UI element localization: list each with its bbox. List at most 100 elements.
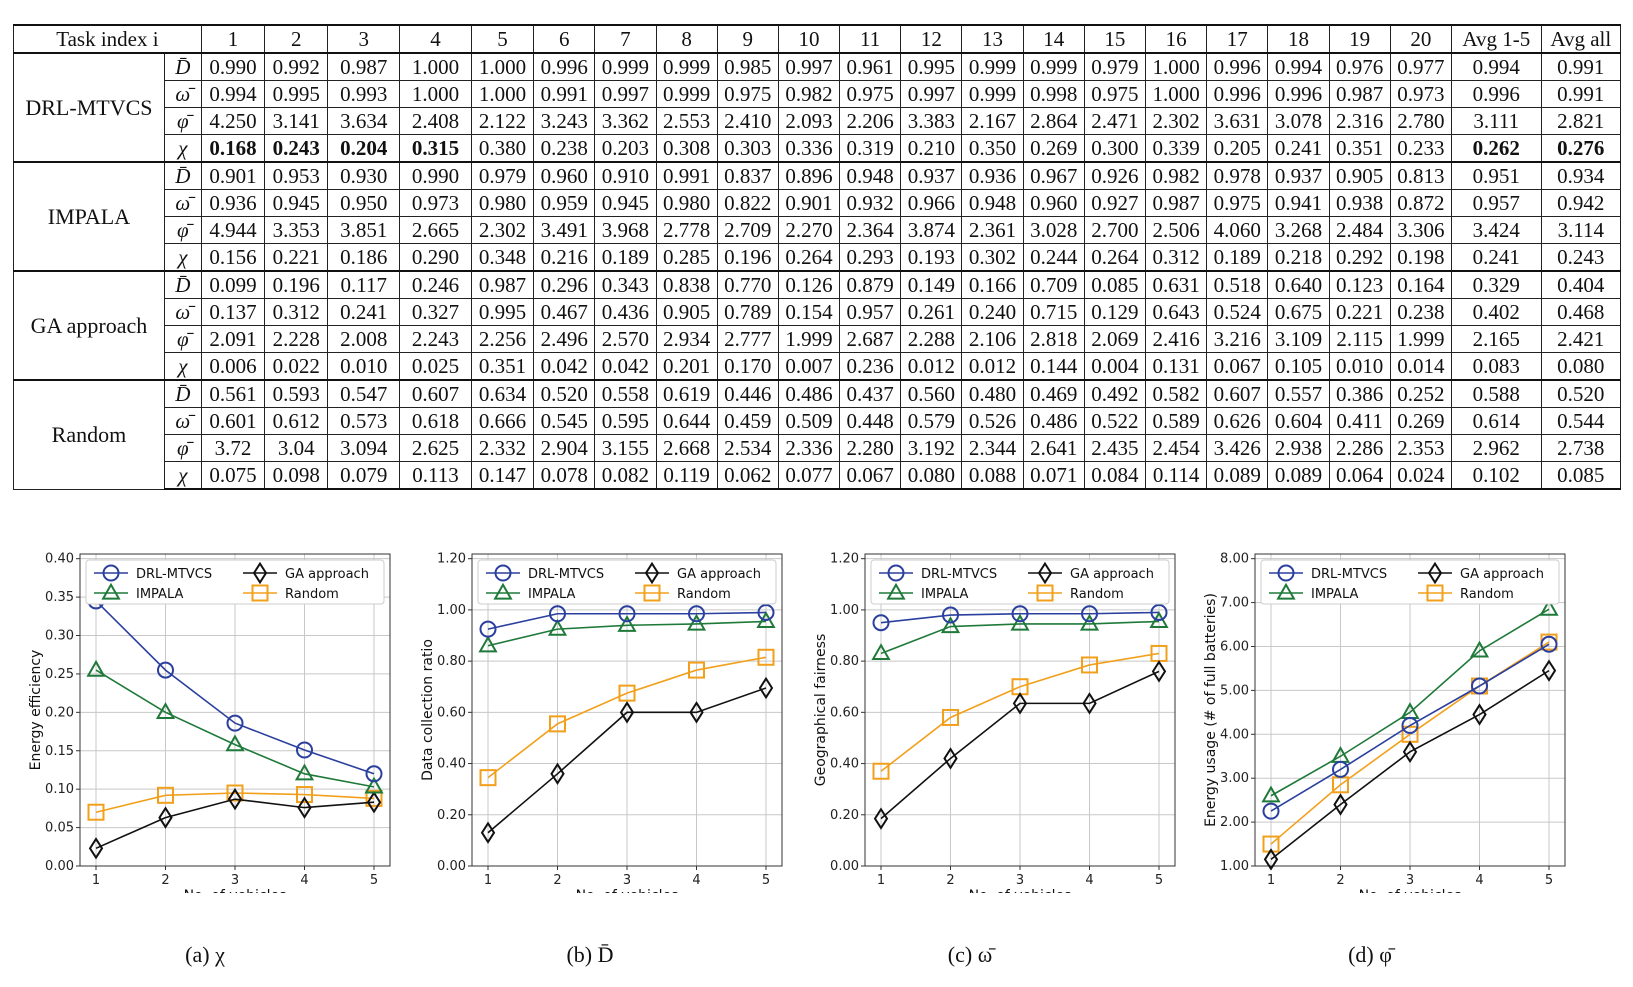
value-cell: 2.206: [839, 107, 902, 135]
value-cell: 0.991: [1540, 52, 1622, 81]
value-cell: 3.383: [900, 107, 963, 135]
value-cell: 2.106: [961, 325, 1024, 353]
x-tick-label: 1: [1267, 873, 1275, 888]
value-cell: 0.582: [1144, 379, 1208, 408]
value-cell: 3.424: [1450, 216, 1542, 244]
value-cell: 0.982: [777, 80, 841, 108]
table-row: ω̄ 0.994 0.995 0.993 1.000 1.000 0.991 0.997 0.9…: [14, 80, 1622, 108]
data-point: [158, 806, 173, 829]
header-cell: 14: [1022, 24, 1085, 54]
value-cell: 0.329: [1450, 270, 1542, 299]
data-point: [1540, 635, 1558, 653]
value-cell: 0.938: [1328, 189, 1391, 217]
value-cell: 0.221: [1328, 298, 1391, 326]
y-tick-label: 0.20: [437, 808, 466, 823]
value-cell: 0.205: [1206, 134, 1269, 163]
value-cell: 0.238: [1389, 298, 1452, 326]
value-cell: 0.967: [1022, 161, 1085, 190]
legend-marker: [251, 584, 269, 602]
legend-marker: [1036, 584, 1054, 602]
x-tick-label: 4: [300, 873, 308, 888]
value-cell: 0.997: [777, 52, 841, 81]
y-axis-label: Energy usage (# of full batteries): [1203, 593, 1219, 827]
data-point: [943, 747, 958, 770]
y-tick-label: 1.20: [830, 552, 859, 567]
value-cell: 0.957: [839, 298, 902, 326]
data-point: [1261, 785, 1281, 803]
value-cell: 0.980: [655, 189, 718, 217]
value-cell: 0.436: [594, 298, 657, 326]
value-cell: 0.837: [716, 161, 779, 190]
value-cell: 0.545: [533, 407, 596, 435]
value-cell: 0.079: [327, 461, 401, 490]
value-cell: 0.071: [1022, 461, 1085, 490]
value-cell: 0.336: [777, 134, 841, 163]
data-point: [1263, 848, 1279, 871]
value-cell: 0.216: [533, 243, 596, 272]
data-point: [478, 635, 498, 653]
value-cell: 0.961: [839, 52, 902, 81]
data-point: [1469, 640, 1490, 658]
value-cell: 0.561: [200, 379, 266, 408]
legend-marker: [494, 564, 512, 582]
value-cell: 0.042: [533, 352, 596, 381]
value-cell: 0.240: [961, 298, 1024, 326]
series-line-ga-approach: [880, 670, 1160, 820]
value-cell: 0.995: [264, 80, 329, 108]
value-cell: 0.241: [1267, 134, 1330, 163]
value-cell: 0.241: [1450, 243, 1542, 272]
chart-data-collection-ratio-svg: 0.00 0.20 0.40 0.60 0.80 1.00 1.20 1 2 3 4 5 No. of …: [420, 552, 783, 904]
value-cell: 0.402: [1450, 298, 1542, 326]
value-cell: 2.780: [1389, 107, 1452, 135]
value-cell: 0.004: [1083, 352, 1147, 381]
value-cell: 0.985: [716, 52, 779, 81]
legend-marker: [644, 561, 660, 585]
value-cell: 0.201: [655, 352, 718, 381]
x-axis-label: No. of vehicles: [969, 888, 1072, 893]
value-cell: 2.471: [1083, 107, 1147, 135]
legend-label: IMPALA: [921, 587, 968, 602]
legend-marker: [1276, 582, 1296, 600]
value-cell: 0.996: [1450, 80, 1542, 108]
data-point: [1262, 802, 1280, 820]
value-cell: 0.666: [470, 407, 535, 435]
plot-frame: [1254, 553, 1566, 867]
chart-geographical-fairness: 0.00 0.20 0.40 0.60 0.80 1.00 1.20 1 2 3 4 5 No. of …: [805, 548, 1185, 904]
value-cell: 0.990: [200, 52, 266, 81]
y-tick-label: 2.00: [1220, 815, 1249, 830]
value-cell: 0.067: [839, 461, 902, 490]
header-cell: 17: [1206, 24, 1269, 54]
value-cell: 0.080: [900, 461, 963, 490]
value-cell: 0.930: [327, 161, 401, 190]
table-row: φ̄ 4.250 3.141 3.634 2.408 2.122 3.243 3.362 2.5…: [14, 107, 1622, 135]
metric-symbol: ω̄: [163, 407, 202, 435]
value-cell: 0.905: [1328, 161, 1391, 190]
value-cell: 0.927: [1083, 189, 1147, 217]
value-cell: 0.285: [655, 243, 718, 272]
value-cell: 2.122: [470, 107, 535, 135]
header-cell: 13: [961, 24, 1024, 54]
series-line-ga-approach: [1270, 669, 1550, 861]
data-point: [1151, 660, 1167, 683]
value-cell: 2.256: [470, 325, 535, 353]
value-cell: 2.421: [1540, 325, 1622, 353]
value-cell: 0.486: [777, 379, 841, 408]
value-cell: 2.302: [1144, 107, 1208, 135]
y-tick-label: 0.00: [45, 859, 74, 874]
value-cell: 0.995: [470, 298, 535, 326]
value-cell: 0.154: [777, 298, 841, 326]
series-line-impala: [487, 620, 767, 647]
value-cell: 0.468: [1540, 298, 1622, 326]
data-point: [688, 661, 705, 679]
value-cell: 2.778: [655, 216, 718, 244]
value-cell: 2.286: [1328, 434, 1391, 462]
value-cell: 0.386: [1328, 379, 1391, 408]
value-cell: 0.300: [1083, 134, 1147, 163]
data-point: [364, 776, 384, 794]
value-cell: 0.999: [655, 80, 718, 108]
value-cell: 2.410: [716, 107, 779, 135]
table-row: χ 0.168 0.243 0.204 0.315 0.380 0.238 0.203 0.30…: [14, 134, 1622, 163]
value-cell: 0.996: [1206, 80, 1269, 108]
value-cell: 0.942: [1540, 189, 1622, 217]
value-cell: 0.269: [1022, 134, 1085, 163]
